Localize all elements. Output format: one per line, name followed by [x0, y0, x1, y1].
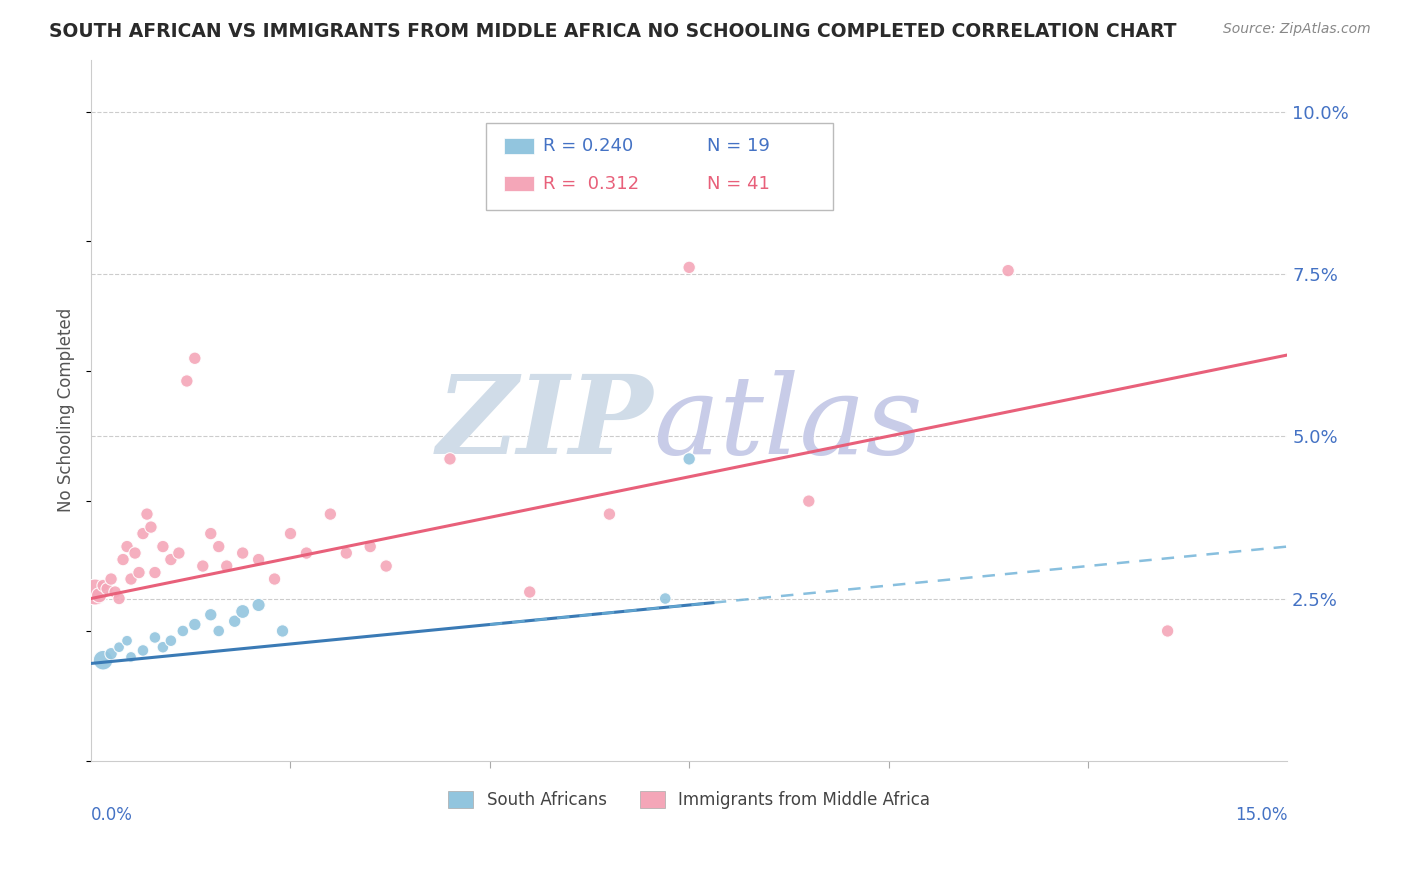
Point	[104, 585, 127, 599]
Point	[439, 451, 461, 466]
Point	[128, 566, 150, 580]
Point	[359, 540, 381, 554]
Point	[120, 649, 142, 664]
Point	[184, 617, 207, 632]
Point	[167, 546, 190, 560]
Point	[519, 585, 541, 599]
Point	[152, 640, 174, 655]
Point	[160, 552, 183, 566]
Point	[96, 582, 118, 596]
Point	[91, 578, 114, 592]
Point	[108, 591, 131, 606]
Point	[139, 520, 162, 534]
Point	[91, 653, 114, 667]
Text: R =  0.312: R = 0.312	[543, 175, 640, 193]
Point	[100, 647, 122, 661]
Point	[132, 526, 155, 541]
Text: Source: ZipAtlas.com: Source: ZipAtlas.com	[1223, 22, 1371, 37]
Point	[247, 552, 270, 566]
Point	[132, 643, 155, 657]
Point	[115, 633, 138, 648]
Point	[678, 451, 700, 466]
Point	[108, 640, 131, 655]
Point	[678, 260, 700, 275]
Point	[152, 540, 174, 554]
Point	[160, 633, 183, 648]
Point	[112, 552, 135, 566]
Point	[295, 546, 318, 560]
FancyBboxPatch shape	[503, 176, 534, 192]
Legend: South Africans, Immigrants from Middle Africa: South Africans, Immigrants from Middle A…	[441, 784, 936, 815]
Point	[191, 559, 214, 574]
Text: 15.0%: 15.0%	[1234, 806, 1288, 824]
Point	[271, 624, 294, 638]
Point	[654, 591, 676, 606]
Point	[172, 624, 194, 638]
Point	[598, 507, 620, 521]
Point	[184, 351, 207, 366]
Point	[263, 572, 285, 586]
Point	[247, 598, 270, 612]
Point	[100, 572, 122, 586]
Point	[124, 546, 146, 560]
Point	[319, 507, 342, 521]
Point	[280, 526, 302, 541]
Text: R = 0.240: R = 0.240	[543, 136, 634, 155]
FancyBboxPatch shape	[486, 123, 832, 211]
Point	[200, 607, 222, 622]
Point	[335, 546, 357, 560]
Point	[115, 540, 138, 554]
Point	[89, 588, 111, 602]
Point	[120, 572, 142, 586]
Y-axis label: No Schooling Completed: No Schooling Completed	[58, 308, 75, 512]
Point	[232, 605, 254, 619]
Point	[143, 566, 166, 580]
Text: 0.0%: 0.0%	[91, 806, 134, 824]
Text: atlas: atlas	[654, 370, 922, 478]
FancyBboxPatch shape	[503, 138, 534, 153]
Point	[1156, 624, 1178, 638]
Text: N = 19: N = 19	[707, 136, 770, 155]
Point	[84, 585, 107, 599]
Point	[200, 526, 222, 541]
Point	[232, 546, 254, 560]
Point	[143, 631, 166, 645]
Point	[797, 494, 820, 508]
Point	[136, 507, 159, 521]
Point	[176, 374, 198, 388]
Point	[997, 263, 1019, 277]
Point	[208, 624, 231, 638]
Point	[224, 614, 246, 628]
Text: ZIP: ZIP	[437, 370, 654, 478]
Text: SOUTH AFRICAN VS IMMIGRANTS FROM MIDDLE AFRICA NO SCHOOLING COMPLETED CORRELATIO: SOUTH AFRICAN VS IMMIGRANTS FROM MIDDLE …	[49, 22, 1177, 41]
Point	[215, 559, 238, 574]
Point	[375, 559, 398, 574]
Point	[208, 540, 231, 554]
Text: N = 41: N = 41	[707, 175, 770, 193]
